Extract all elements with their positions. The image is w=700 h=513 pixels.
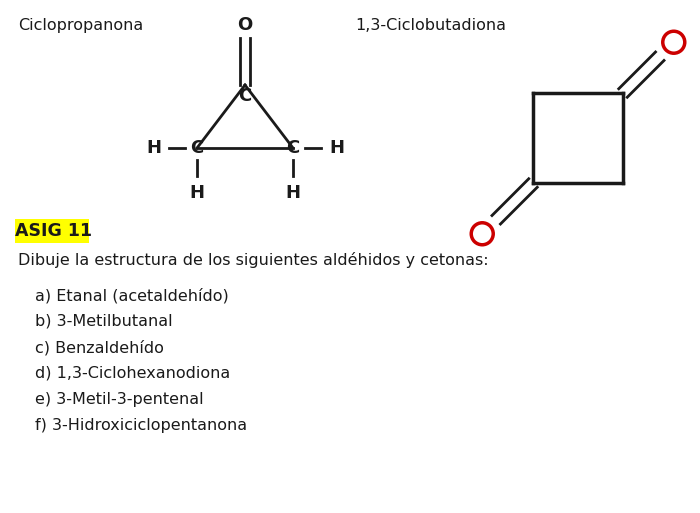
- Text: 1,3-Ciclobutadiona: 1,3-Ciclobutadiona: [355, 18, 506, 33]
- Text: H: H: [329, 139, 344, 157]
- Text: O: O: [237, 16, 253, 34]
- Text: C: C: [239, 87, 251, 105]
- Text: H: H: [190, 184, 204, 202]
- Text: Ciclopropanona: Ciclopropanona: [18, 18, 144, 33]
- Text: d) 1,3-Ciclohexanodiona: d) 1,3-Ciclohexanodiona: [35, 366, 230, 381]
- FancyBboxPatch shape: [15, 219, 89, 243]
- Text: H: H: [286, 184, 300, 202]
- Text: ASIG 11: ASIG 11: [15, 222, 92, 240]
- Text: e) 3-Metil-3-pentenal: e) 3-Metil-3-pentenal: [35, 392, 204, 407]
- Text: C: C: [286, 139, 300, 157]
- Text: f) 3-Hidroxiciclopentanona: f) 3-Hidroxiciclopentanona: [35, 418, 247, 433]
- Text: a) Etanal (acetaldehído): a) Etanal (acetaldehído): [35, 288, 229, 304]
- Text: b) 3-Metilbutanal: b) 3-Metilbutanal: [35, 314, 173, 329]
- Text: H: H: [146, 139, 161, 157]
- Text: C: C: [190, 139, 204, 157]
- Text: Dibuje la estructura de los siguientes aldéhidos y cetonas:: Dibuje la estructura de los siguientes a…: [18, 252, 489, 268]
- Text: c) Benzaldehído: c) Benzaldehído: [35, 340, 164, 356]
